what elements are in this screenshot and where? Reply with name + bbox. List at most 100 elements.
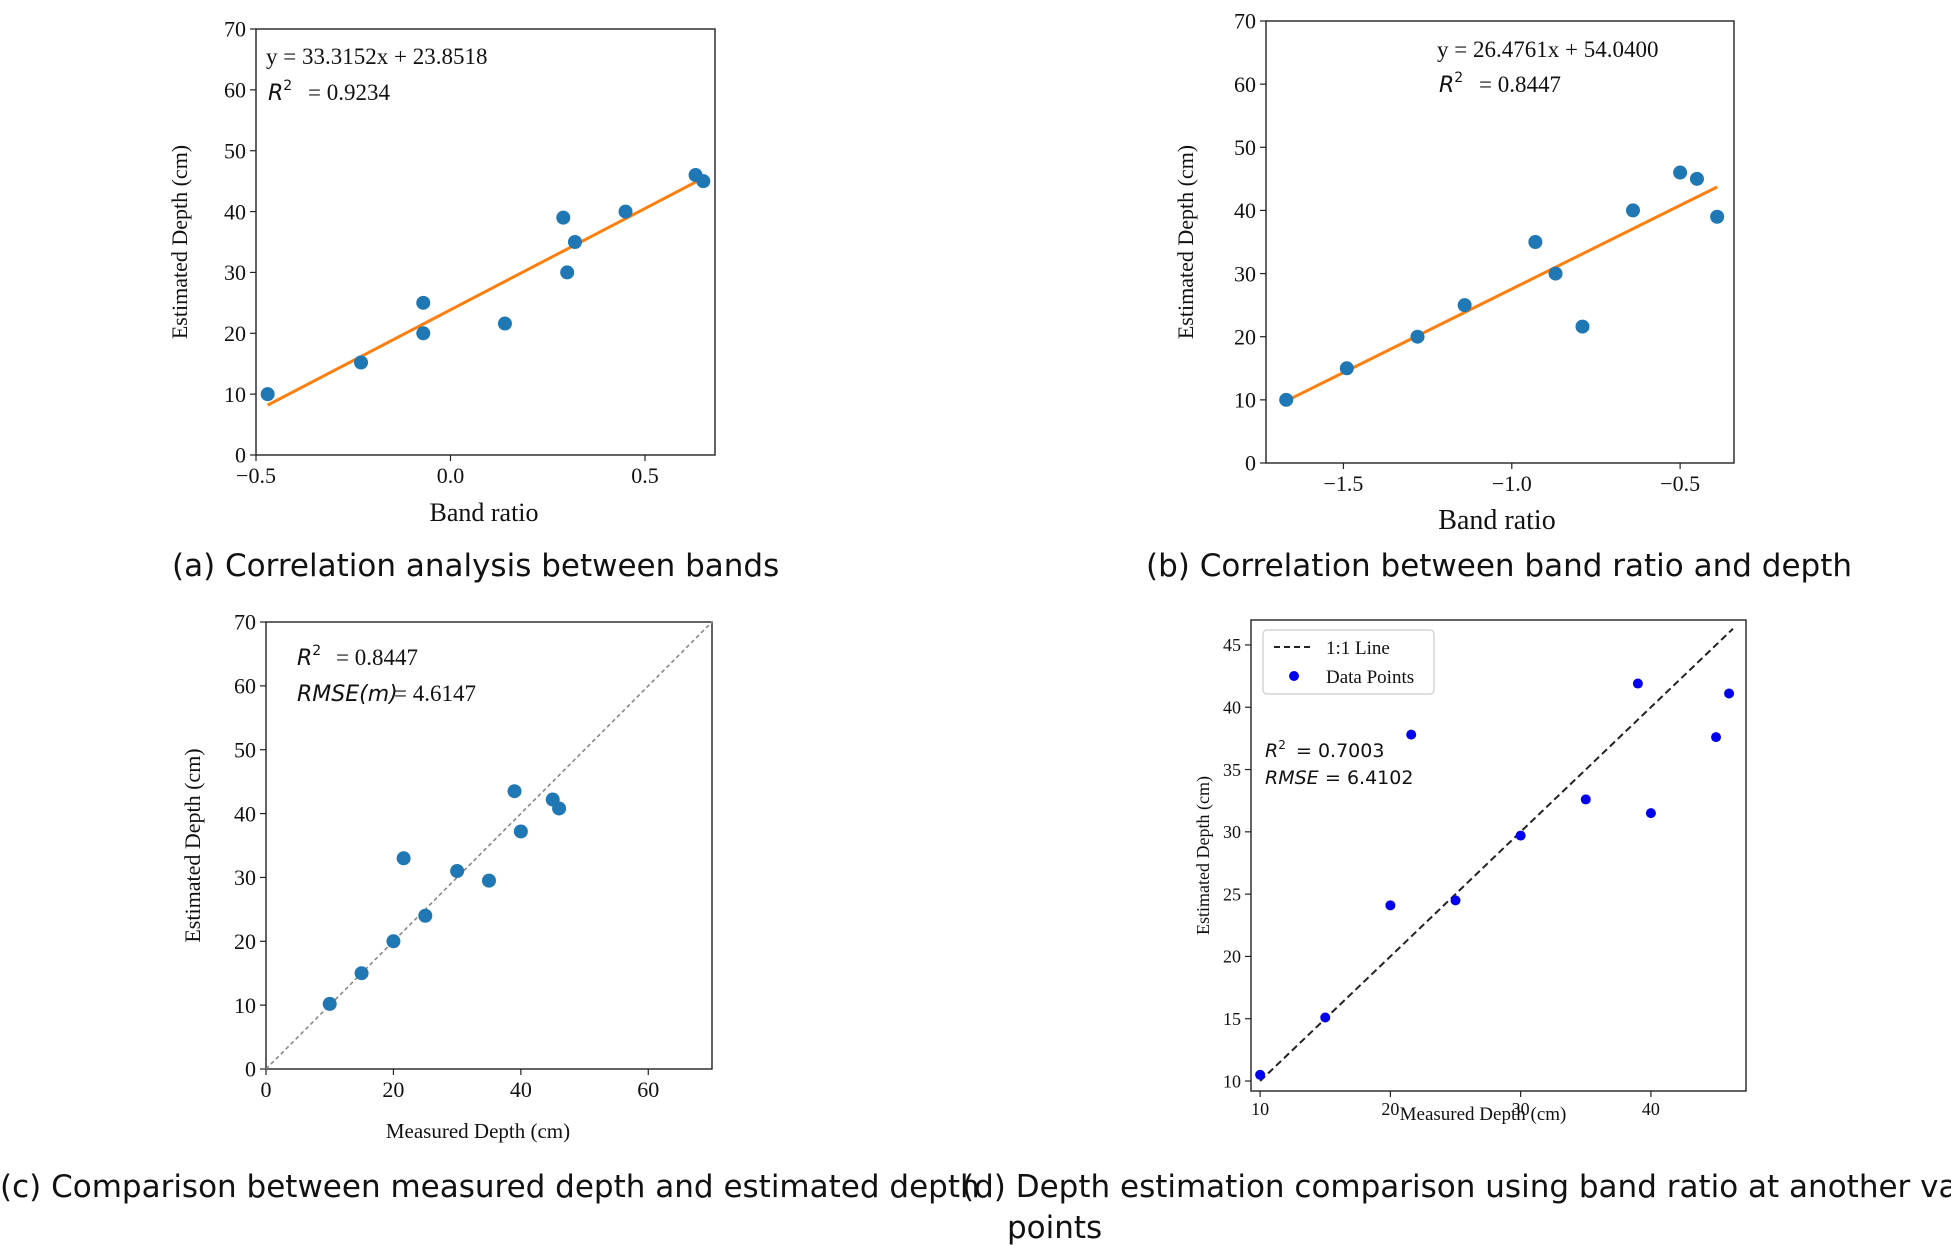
chart-c-ytick-label: 20 bbox=[234, 929, 256, 954]
chart-c-data-point bbox=[354, 966, 369, 981]
chart-c-rmse-symbol: RMSE(m) bbox=[297, 682, 398, 707]
chart-b-ytick-label: 70 bbox=[1234, 9, 1256, 34]
chart-b-ytick-label: 50 bbox=[1234, 135, 1256, 160]
chart-a-frame bbox=[255, 28, 716, 456]
chart-a-ytick-label: 30 bbox=[224, 260, 246, 285]
chart-b-data-point bbox=[1673, 165, 1688, 180]
chart-b: −1.5 −1.0 −0.5 0 10 20 30 40 50 60 70 Band ratio Est… bbox=[1173, 9, 1735, 536]
chart-a-ylabel: Estimated Depth (cm) bbox=[167, 145, 192, 339]
chart-b-data-point bbox=[1528, 235, 1543, 249]
chart-c-ytick-label: 30 bbox=[234, 865, 256, 890]
caption-d-line1: (d) Depth estimation comparison using ba… bbox=[962, 1169, 1951, 1205]
chart-a-xtick-label: −0.5 bbox=[236, 463, 276, 488]
chart-c-xtick-label: 20 bbox=[382, 1077, 404, 1102]
chart-b-ytick-label: 10 bbox=[1234, 388, 1256, 413]
chart-a-xtick-label: 0.5 bbox=[631, 463, 659, 488]
chart-a-ytick-label: 50 bbox=[224, 138, 246, 163]
chart-d-data-point bbox=[1255, 1069, 1266, 1080]
chart-d-data-point bbox=[1632, 678, 1643, 689]
chart-a-data-point bbox=[260, 387, 275, 402]
chart-d-xtick-label: 10 bbox=[1251, 1099, 1269, 1119]
chart-b-xlabel: Band ratio bbox=[1438, 505, 1555, 536]
chart-d-xtick-label: 20 bbox=[1381, 1099, 1399, 1119]
caption-a: (a) Correlation analysis between bands bbox=[172, 548, 779, 584]
chart-b-ytick-label: 60 bbox=[1234, 72, 1256, 97]
chart-b-data-point bbox=[1279, 392, 1294, 407]
chart-d-data-point bbox=[1385, 900, 1396, 911]
chart-b-r2-value: = 0.8447 bbox=[1479, 72, 1561, 97]
chart-a-data-point bbox=[497, 316, 512, 331]
chart-d-identity-line bbox=[1259, 627, 1734, 1082]
chart-b-data-point bbox=[1689, 171, 1704, 186]
chart-c-r2-value: = 0.8447 bbox=[336, 645, 418, 670]
chart-c-data-point bbox=[507, 784, 522, 799]
chart-c-ytick-label: 60 bbox=[234, 674, 256, 699]
chart-b-data-point bbox=[1339, 361, 1354, 376]
chart-b-frame bbox=[1265, 20, 1735, 464]
chart-a-ytick-label: 0 bbox=[235, 443, 246, 468]
chart-d-ytick-label: 35 bbox=[1223, 760, 1241, 780]
chart-b-ytick-label: 20 bbox=[1234, 324, 1256, 349]
chart-c-data-point bbox=[482, 873, 496, 888]
chart-a-r2-symbol: R2 bbox=[268, 78, 292, 106]
chart-c-ylabel: Estimated Depth (cm) bbox=[180, 748, 205, 942]
caption-d-line2: points bbox=[1007, 1210, 1102, 1245]
chart-a-ytick-label: 60 bbox=[224, 78, 246, 103]
chart-d-data-point bbox=[1406, 729, 1417, 740]
chart-c-data-point bbox=[552, 801, 567, 816]
chart-c-ytick-label: 70 bbox=[234, 610, 256, 635]
chart-c-data-point bbox=[386, 934, 401, 949]
chart-d-legend-point-swatch bbox=[1289, 671, 1299, 681]
chart-d: 10 20 30 40 10 15 20 25 30 35 40 45 Measured Depth (… bbox=[1193, 619, 1747, 1125]
chart-a-data-point bbox=[696, 174, 711, 189]
chart-b-ytick-label: 30 bbox=[1234, 261, 1256, 286]
chart-a-xtick-label: 0.0 bbox=[437, 463, 465, 488]
chart-b-r2-symbol: R2 bbox=[1439, 70, 1463, 98]
chart-c-data-point bbox=[396, 851, 411, 866]
charts-layer: −0.5 0.0 0.5 0 10 20 30 40 50 60 70 Band ratio Estim… bbox=[167, 9, 1747, 1143]
chart-a-data-point bbox=[556, 210, 571, 225]
chart-a-r2-value: = 0.9234 bbox=[308, 80, 390, 105]
chart-c-ytick-label: 10 bbox=[234, 993, 256, 1018]
chart-d-data-point bbox=[1450, 895, 1461, 906]
chart-d-legend-line-label: 1:1 Line bbox=[1326, 638, 1390, 659]
chart-b-fit-line bbox=[1285, 185, 1718, 403]
caption-b: (b) Correlation between band ratio and d… bbox=[1146, 548, 1852, 584]
chart-d-data-point bbox=[1320, 1012, 1331, 1023]
chart-d-ylabel: Estimated Depth (cm) bbox=[1193, 776, 1214, 935]
chart-a-ytick-label: 20 bbox=[224, 321, 246, 346]
chart-d-ytick-label: 45 bbox=[1223, 635, 1241, 655]
chart-a-data-point bbox=[354, 355, 369, 370]
chart-c-rmse-value: = 4.6147 bbox=[394, 681, 476, 706]
chart-d-data-point bbox=[1711, 732, 1722, 743]
chart-d-ytick-label: 10 bbox=[1223, 1071, 1241, 1091]
chart-a-ytick-label: 10 bbox=[224, 382, 246, 407]
chart-a-xlabel: Band ratio bbox=[429, 498, 538, 527]
chart-c-data-point bbox=[450, 864, 465, 879]
chart-b-xtick-label: −1.5 bbox=[1323, 471, 1363, 496]
chart-c-r2-symbol: R2 bbox=[297, 643, 321, 671]
chart-c-data-point bbox=[322, 996, 337, 1011]
chart-b-ytick-label: 40 bbox=[1234, 198, 1256, 223]
chart-c-data-point bbox=[418, 908, 433, 923]
chart-d-rmse-value: = 6.4102 bbox=[1325, 767, 1413, 789]
chart-a: −0.5 0.0 0.5 0 10 20 30 40 50 60 70 Band ratio Estim… bbox=[167, 17, 716, 527]
chart-a-data-point bbox=[560, 265, 575, 280]
chart-c-frame bbox=[265, 621, 713, 1070]
chart-c-ytick-label: 0 bbox=[245, 1057, 256, 1082]
chart-a-data-point bbox=[567, 235, 582, 249]
chart-d-frame bbox=[1250, 619, 1747, 1092]
chart-a-data-point bbox=[618, 204, 633, 219]
chart-d-xtick-label: 40 bbox=[1642, 1099, 1660, 1119]
chart-c-ytick-label: 40 bbox=[234, 801, 256, 826]
chart-b-ytick-label: 0 bbox=[1245, 451, 1256, 476]
chart-b-equation: y = 26.4761x + 54.0400 bbox=[1437, 37, 1658, 62]
chart-b-xtick-label: −1.0 bbox=[1492, 471, 1532, 496]
chart-b-ylabel: Estimated Depth (cm) bbox=[1173, 145, 1198, 339]
chart-c: 0 20 40 60 0 10 20 30 40 50 60 70 Measured Depth (cm… bbox=[180, 610, 713, 1143]
chart-c-ytick-label: 50 bbox=[234, 737, 256, 762]
chart-a-data-point bbox=[416, 295, 431, 310]
chart-d-data-point bbox=[1515, 830, 1526, 841]
chart-d-ytick-label: 25 bbox=[1223, 884, 1241, 904]
chart-d-rmse-symbol: RMSE bbox=[1265, 767, 1319, 789]
